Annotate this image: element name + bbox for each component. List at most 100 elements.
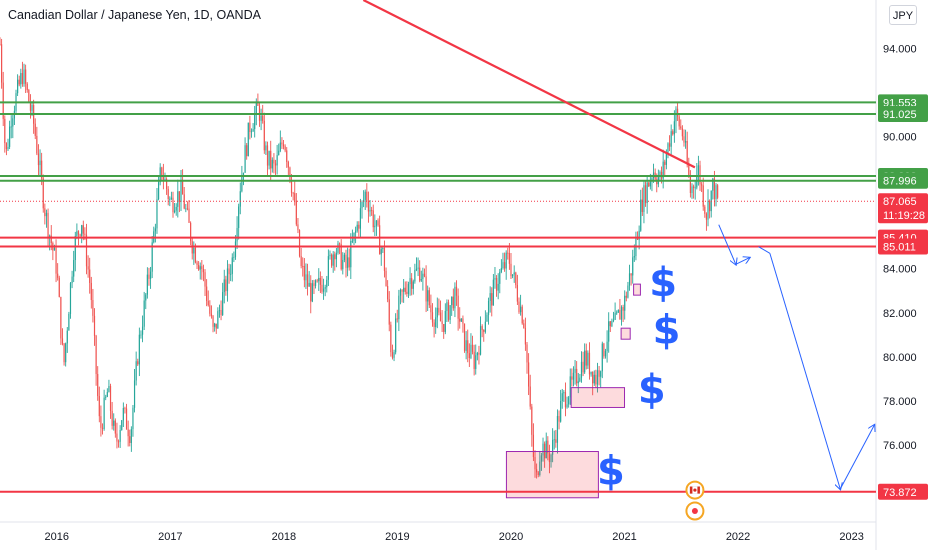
candle-body xyxy=(356,224,358,231)
candle-body xyxy=(234,241,237,257)
dollar-sign: $ xyxy=(649,260,677,306)
candle-body xyxy=(473,351,475,369)
candle-body xyxy=(334,254,336,260)
candle-body xyxy=(686,141,688,164)
candle-body xyxy=(576,368,578,384)
candle-body xyxy=(478,352,480,355)
candle-body xyxy=(633,256,635,258)
candle-body xyxy=(505,252,507,269)
candle-body xyxy=(69,283,72,314)
candle-body xyxy=(558,416,560,422)
candle-body xyxy=(709,201,711,212)
projection-arrow[interactable] xyxy=(839,425,874,490)
candle-body xyxy=(385,270,387,287)
price-tag[interactable] xyxy=(878,238,928,255)
candle-body xyxy=(252,129,254,132)
price-tag-label: 87.996 xyxy=(883,176,917,188)
candle-body xyxy=(545,440,547,459)
candle-body xyxy=(628,273,631,286)
candle-body xyxy=(415,268,418,271)
projection-arrow[interactable] xyxy=(735,258,750,265)
candle-body xyxy=(513,272,515,275)
candle-body xyxy=(84,233,86,235)
candle-body xyxy=(161,167,163,176)
candle-body xyxy=(521,306,523,324)
price-tag[interactable] xyxy=(878,105,928,122)
candle-body xyxy=(697,165,700,176)
candle-body xyxy=(73,260,75,277)
candle-body xyxy=(0,44,1,45)
candle-body xyxy=(516,285,518,302)
flag-leaf xyxy=(693,488,697,492)
candle-body xyxy=(393,352,395,358)
candle-body xyxy=(204,272,206,287)
candle-body xyxy=(646,182,648,204)
candle-body xyxy=(89,269,91,283)
projection-arrow[interactable] xyxy=(769,253,840,489)
price-tag-label: 73.872 xyxy=(883,487,917,499)
candle-body xyxy=(419,267,421,281)
candle-body xyxy=(409,278,411,285)
candle-body xyxy=(105,396,107,398)
candle-body xyxy=(358,224,360,229)
projection-arrow[interactable] xyxy=(718,224,736,265)
candle-body xyxy=(399,289,402,296)
candle-body xyxy=(601,343,603,372)
highlight-box[interactable] xyxy=(505,451,599,499)
highlight-box[interactable] xyxy=(570,387,626,408)
trendline[interactable] xyxy=(362,0,696,169)
candle-body xyxy=(57,273,59,278)
candle-body xyxy=(138,334,140,365)
candle-body xyxy=(560,401,562,422)
candle-body xyxy=(366,191,368,202)
candle-body xyxy=(61,338,64,344)
candle-body xyxy=(167,189,169,200)
projection-arrow[interactable] xyxy=(758,246,771,254)
candle-body xyxy=(691,186,693,194)
candle-body xyxy=(156,199,158,229)
candle-body xyxy=(303,266,305,281)
candle-body xyxy=(359,208,362,229)
candle-body xyxy=(507,252,509,254)
candle-body xyxy=(230,273,232,275)
x-tick-label: 2020 xyxy=(499,531,523,543)
candle-body xyxy=(241,176,243,192)
x-tick-label: 2017 xyxy=(158,531,182,543)
candle-body xyxy=(20,73,22,85)
candle-body xyxy=(644,185,647,204)
candle-body xyxy=(215,323,217,329)
currency-badge[interactable]: JPY xyxy=(889,5,917,25)
candle-body xyxy=(169,198,171,200)
candle-body xyxy=(217,311,219,329)
candle-body xyxy=(47,212,49,239)
candle-body xyxy=(246,145,248,157)
candle-body xyxy=(116,433,118,442)
candle-body xyxy=(595,374,597,385)
candle-body xyxy=(470,344,472,359)
candle-body xyxy=(659,171,661,178)
price-tag[interactable] xyxy=(878,172,928,189)
candle-body xyxy=(668,143,671,147)
dollar-sign: $ xyxy=(653,308,681,354)
candle-body xyxy=(555,439,557,443)
highlight-box[interactable] xyxy=(633,283,641,296)
flag-band xyxy=(689,486,693,494)
candle-body xyxy=(614,312,616,320)
candle-body xyxy=(233,256,235,258)
candle-body xyxy=(536,469,538,473)
y-tick-label: 76.000 xyxy=(883,440,917,452)
candle-body xyxy=(643,185,645,212)
highlight-box[interactable] xyxy=(620,327,631,340)
candle-body xyxy=(348,257,350,268)
candle-body xyxy=(175,206,177,211)
candle-body xyxy=(92,300,94,316)
y-tick-label: 80.000 xyxy=(883,352,917,364)
candle-body xyxy=(526,344,528,363)
last-price-tag[interactable] xyxy=(878,193,928,224)
candle-body xyxy=(182,180,184,195)
candle-body xyxy=(311,283,313,302)
candle-body xyxy=(407,284,410,295)
candle-body xyxy=(414,270,416,282)
price-tag[interactable] xyxy=(878,483,928,500)
